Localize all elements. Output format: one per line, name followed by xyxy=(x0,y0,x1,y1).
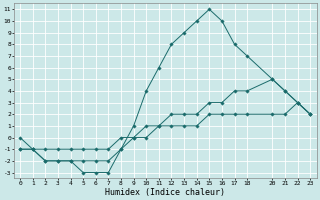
X-axis label: Humidex (Indice chaleur): Humidex (Indice chaleur) xyxy=(105,188,225,197)
